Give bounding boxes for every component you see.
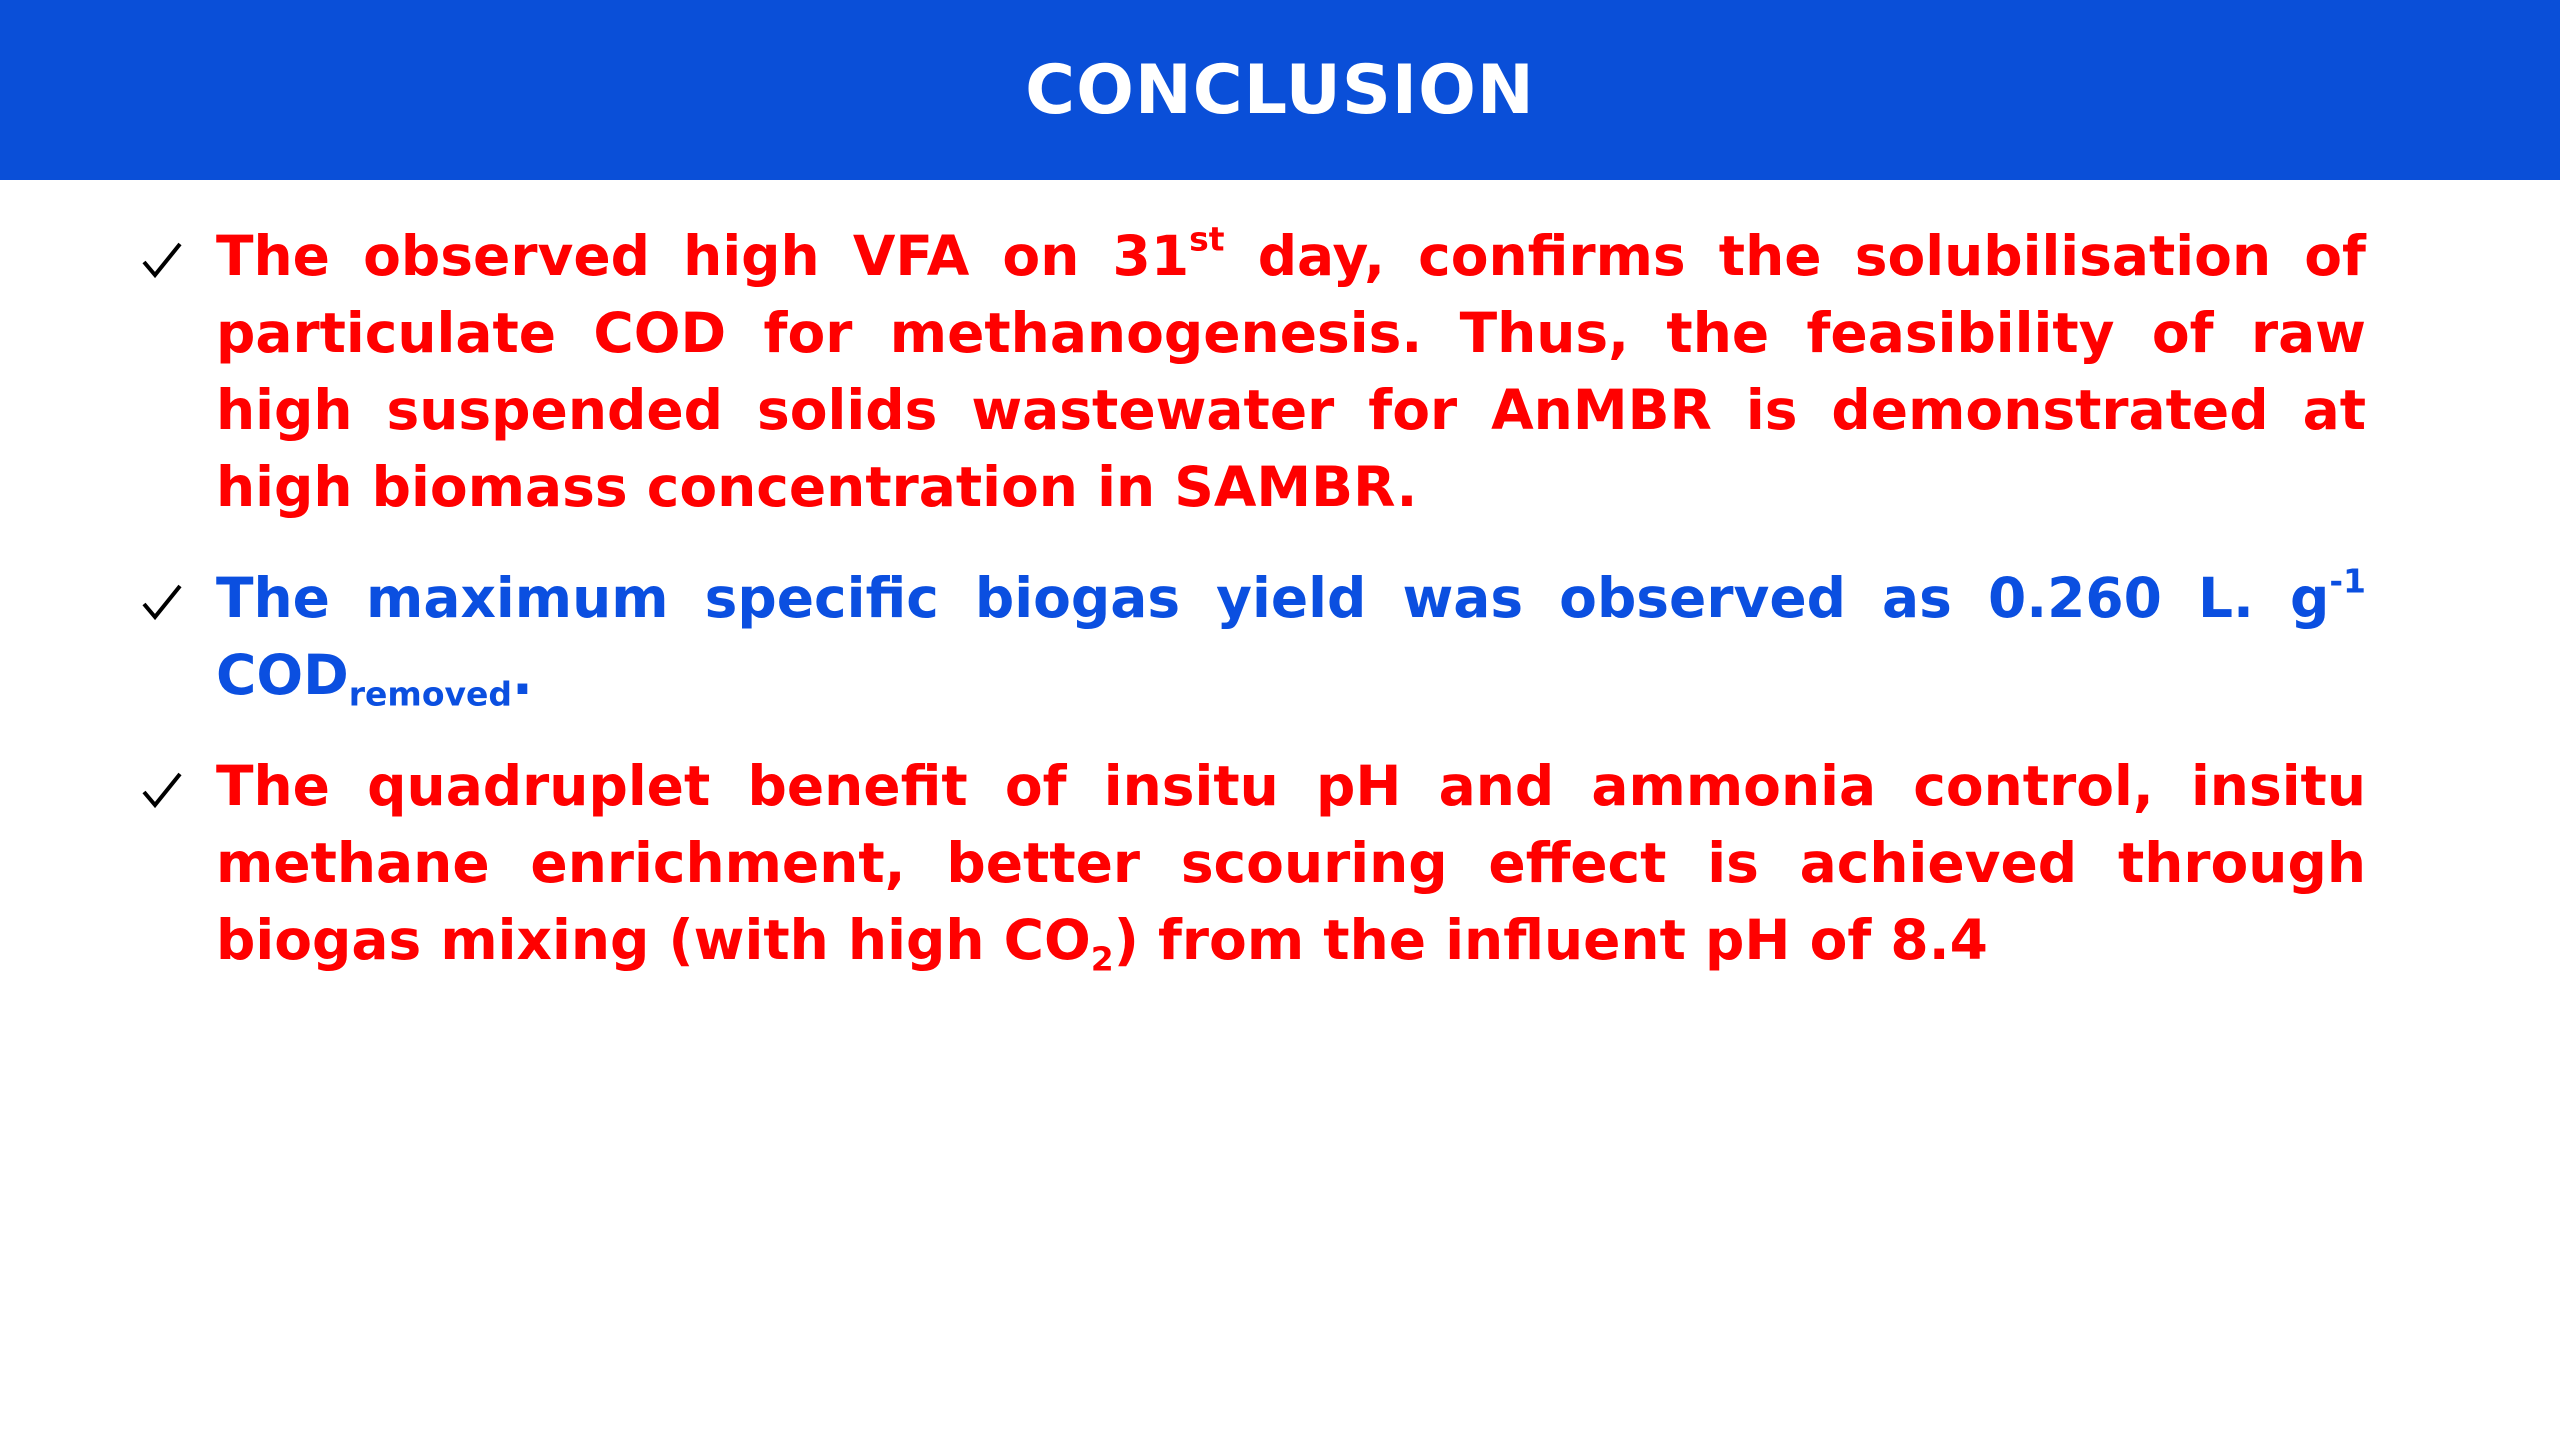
check-icon bbox=[142, 584, 182, 621]
bullet-item: The quadruplet benefit of insitu pH and … bbox=[140, 748, 2366, 979]
text-run: The maximum specific biogas yield was ob… bbox=[216, 566, 2330, 630]
text-run: COD bbox=[216, 643, 349, 707]
check-icon bbox=[142, 772, 182, 809]
check-stroke bbox=[142, 772, 182, 809]
text-run: The observed high VFA on 31 bbox=[216, 224, 1190, 288]
text-run: -1 bbox=[2329, 561, 2366, 601]
check-stroke bbox=[142, 242, 182, 279]
bullet-list: The observed high VFA on 31st day, confi… bbox=[140, 218, 2366, 1013]
check-stroke bbox=[142, 584, 182, 621]
bullet-item: The observed high VFA on 31st day, confi… bbox=[140, 218, 2366, 526]
text-run: ) from the influent pH of 8.4 bbox=[1113, 908, 1988, 972]
text-run: day, confirms the solubilisation of part… bbox=[216, 224, 2366, 519]
text-run: 2 bbox=[1090, 939, 1114, 979]
bullet-item: The maximum specific biogas yield was ob… bbox=[140, 560, 2366, 714]
text-run: The quadruplet benefit of insitu pH and … bbox=[216, 754, 2366, 972]
text-run: st bbox=[1189, 219, 1225, 259]
slide-title: CONCLUSION bbox=[1025, 50, 1535, 130]
check-icon bbox=[142, 242, 182, 279]
text-run: removed bbox=[348, 674, 513, 714]
header-bar: CONCLUSION bbox=[0, 0, 2560, 180]
text-run: . bbox=[512, 643, 533, 707]
